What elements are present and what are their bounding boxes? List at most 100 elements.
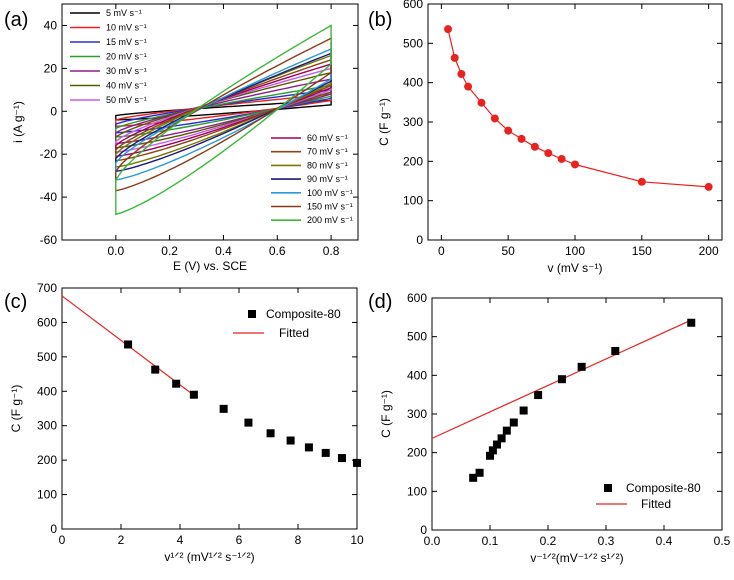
- x-tick-label: 0: [438, 244, 445, 258]
- y-axis-title: C (F g⁻¹): [9, 385, 23, 433]
- data-point: [517, 134, 526, 143]
- data-point: [637, 177, 646, 186]
- y-tick-label: 300: [37, 419, 57, 433]
- legend-label: 10 mV s⁻¹: [106, 23, 147, 33]
- y-tick-label: 400: [407, 368, 427, 382]
- data-point: [172, 379, 181, 388]
- data-point: [464, 82, 473, 91]
- x-tick-label: 50: [502, 244, 516, 258]
- x-tick-label: 0.5: [714, 534, 731, 548]
- data-point: [504, 126, 513, 135]
- data-point: [490, 114, 499, 123]
- x-tick-label: 0.6: [269, 244, 286, 258]
- plot-frame: [61, 3, 359, 241]
- y-tick-label: 100: [407, 484, 427, 498]
- legend-label: 150 mV s⁻¹: [307, 202, 353, 212]
- data-point: [534, 391, 543, 400]
- x-tick-label: 0.0: [424, 534, 441, 548]
- y-tick-label: 300: [403, 115, 423, 129]
- x-tick-label: 200: [699, 244, 719, 258]
- x-tick-label: 150: [632, 244, 652, 258]
- legend-label: Composite-80: [266, 307, 341, 321]
- x-tick-label: 6: [236, 533, 243, 547]
- y-tick-label: -60: [40, 233, 58, 247]
- x-tick-label: 8: [295, 533, 302, 547]
- y-tick-label: 200: [403, 154, 423, 168]
- legend-label: Composite-80: [626, 481, 701, 495]
- y-axis-title: i (A g⁻¹): [11, 101, 25, 143]
- data-point: [544, 149, 553, 158]
- data-point: [488, 446, 497, 455]
- x-tick-label: 0.4: [656, 534, 673, 548]
- y-tick-label: 0: [420, 523, 427, 537]
- data-point: [151, 365, 160, 374]
- data-point: [492, 440, 501, 449]
- legend-label: 15 mV s⁻¹: [106, 37, 147, 47]
- y-tick-label: -40: [40, 190, 58, 204]
- x-tick-label: 0.2: [540, 534, 557, 548]
- y-axis-title: C (F g⁻¹): [377, 98, 391, 146]
- legend-label: 200 mV s⁻¹: [307, 215, 353, 225]
- data-point: [611, 346, 620, 355]
- y-tick-label: 500: [403, 36, 423, 50]
- data-point: [571, 160, 579, 169]
- y-tick-label: 300: [407, 407, 427, 421]
- x-tick-label: 100: [565, 244, 585, 258]
- y-tick-label: 500: [407, 330, 427, 344]
- cv-curve-40: [115, 71, 332, 149]
- data-point: [486, 451, 494, 460]
- y-tick-label: -20: [40, 147, 58, 161]
- y-tick-label: 40: [44, 18, 58, 32]
- y-tick-label: 200: [407, 446, 427, 460]
- y-tick-label: 0: [50, 522, 57, 536]
- data-point: [321, 448, 330, 457]
- data-point: [577, 362, 586, 371]
- data-point: [444, 25, 453, 34]
- plot-frame: [427, 3, 723, 241]
- panel-a: (a) 0.0 0.2 0.4 0.6 0.8 -60 -40 -20 0 20 40 E (V) vs…: [4, 3, 359, 273]
- x-tick-label: 4: [177, 533, 184, 547]
- x-tick-label: 0: [59, 533, 66, 547]
- legend-label: 60 mV s⁻¹: [307, 133, 348, 143]
- legend-label: 5 mV s⁻¹: [106, 8, 142, 18]
- legend-marker: [604, 484, 612, 492]
- x-tick-label: 0.0: [107, 244, 124, 258]
- x-tick-label: 0.4: [215, 244, 232, 258]
- legend-label: Fitted: [279, 326, 309, 340]
- data-point: [477, 98, 486, 107]
- data-point: [286, 436, 295, 445]
- data-point: [687, 318, 696, 327]
- panel-label: (a): [4, 9, 28, 31]
- data-point: [530, 142, 539, 151]
- legend-label: Fitted: [641, 497, 671, 511]
- x-axis-title: v (mV s⁻¹): [548, 261, 603, 275]
- y-tick-label: 600: [407, 291, 427, 305]
- x-tick-label: 10: [350, 533, 364, 547]
- plot-frame: [61, 287, 358, 530]
- data-point: [502, 426, 511, 435]
- panel-label: (c): [4, 291, 27, 313]
- data-point: [266, 429, 275, 438]
- x-tick-label: 2: [118, 533, 125, 547]
- y-tick-label: 700: [37, 281, 57, 295]
- legend-label: 30 mV s⁻¹: [106, 66, 147, 76]
- data-point: [557, 375, 566, 384]
- cv-curve-200: [115, 24, 332, 216]
- legend-label: 20 mV s⁻¹: [106, 52, 147, 62]
- data-point: [457, 70, 466, 79]
- x-tick-label: 0.8: [323, 244, 340, 258]
- y-tick-label: 400: [403, 76, 423, 90]
- data-point: [337, 454, 346, 463]
- x-tick-label: 0.1: [482, 534, 499, 548]
- x-tick-label: 0.3: [598, 534, 615, 548]
- data-point: [450, 53, 459, 62]
- legend-marker: [248, 310, 256, 318]
- panel-label: (b): [368, 9, 392, 31]
- data-point: [469, 473, 478, 482]
- y-tick-label: 400: [37, 384, 57, 398]
- plot-frame: [431, 297, 723, 531]
- data-point: [304, 443, 313, 452]
- x-tick-label: 0.2: [161, 244, 178, 258]
